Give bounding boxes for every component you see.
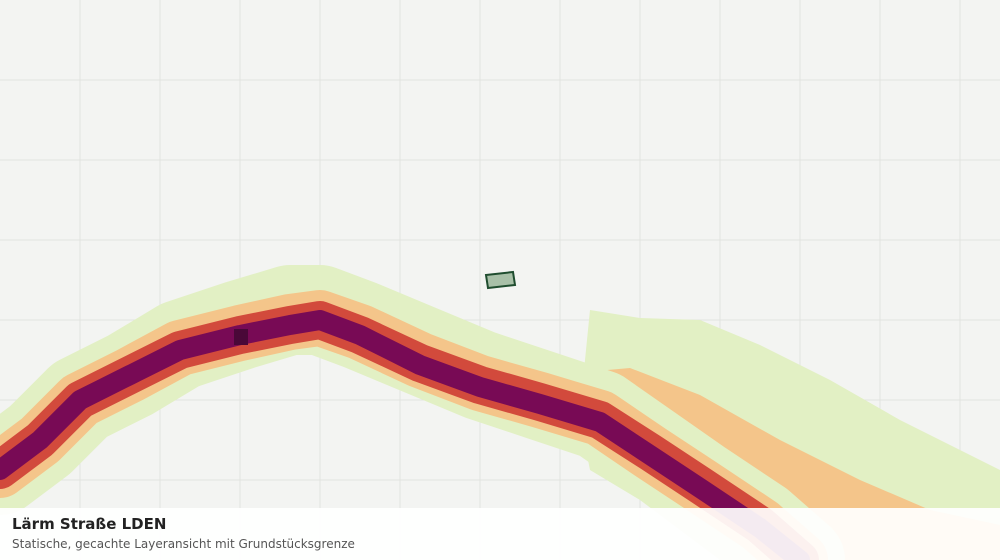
noise-hotspot [234,329,248,345]
noise-bands [0,265,845,560]
info-panel: Lärm Straße LDEN Statische, gecachte Lay… [0,508,1000,560]
layer-title: Lärm Straße LDEN [12,515,167,533]
layer-subtitle: Statische, gecachte Layeransicht mit Gru… [12,537,355,551]
parcel-boundary [484,270,517,290]
